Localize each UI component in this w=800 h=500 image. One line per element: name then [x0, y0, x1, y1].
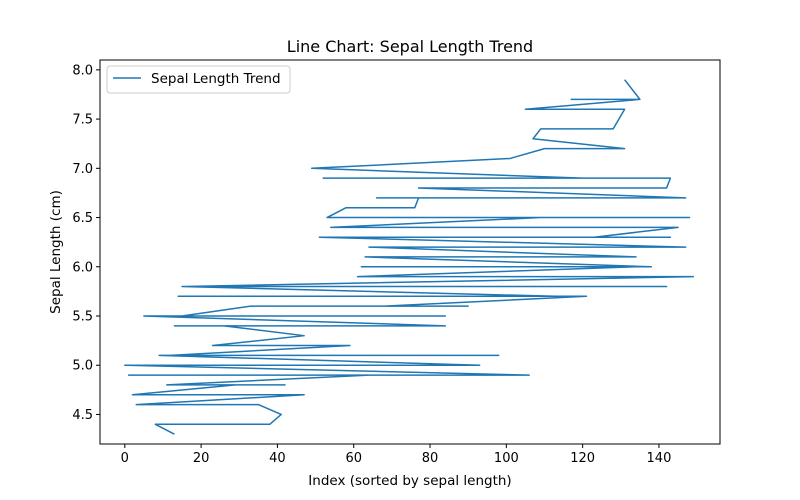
x-tick-label: 100 — [494, 451, 519, 466]
line-series-group — [124, 79, 695, 435]
legend: Sepal Length Trend — [106, 65, 291, 94]
x-tick-label: 0 — [121, 451, 129, 466]
x-tick-label: 20 — [193, 451, 210, 466]
legend-box — [106, 65, 291, 94]
y-tick-label: 5.0 — [72, 359, 93, 374]
x-axis-label: Index (sorted by sepal length) — [308, 473, 511, 489]
x-axis-ticks: 0 20 40 60 80 100 120 140 — [121, 444, 672, 466]
x-tick-label: 80 — [422, 451, 439, 466]
x-tick-label: 140 — [647, 451, 672, 466]
y-axis-ticks: 4.5 5.0 5.5 6.0 6.5 7.0 7.5 8.0 — [72, 63, 100, 423]
plot-area — [100, 60, 720, 444]
y-tick-label: 5.5 — [72, 310, 93, 325]
x-tick-label: 40 — [269, 451, 286, 466]
y-tick-label: 8.0 — [72, 63, 93, 78]
x-tick-label: 60 — [345, 451, 362, 466]
plot-frame — [99, 59, 721, 445]
legend-label: Sepal Length Trend — [151, 71, 281, 87]
y-tick-label: 6.0 — [72, 260, 93, 275]
y-tick-label: 6.5 — [72, 211, 93, 226]
y-axis-label: Sepal Length (cm) — [48, 190, 64, 314]
x-tick-label: 120 — [570, 451, 595, 466]
y-tick-label: 7.0 — [72, 162, 93, 177]
series-line-0 — [124, 79, 695, 435]
chart-title: Line Chart: Sepal Length Trend — [287, 37, 533, 56]
y-tick-label: 4.5 — [72, 408, 93, 423]
y-tick-label: 7.5 — [72, 113, 93, 128]
